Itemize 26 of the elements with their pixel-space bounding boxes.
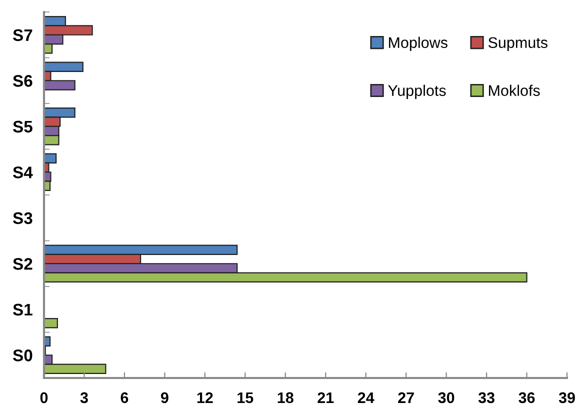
x-tick-label: 18 xyxy=(278,392,294,404)
x-tick-label: 0 xyxy=(40,392,48,404)
legend-label: Moplows xyxy=(388,36,448,52)
x-tick-label: 15 xyxy=(238,392,254,404)
x-tick-label: 36 xyxy=(518,392,535,404)
x-tick-label: 12 xyxy=(197,392,213,403)
y-tick-label: S0 xyxy=(12,350,32,362)
x-tick-label: 21 xyxy=(318,392,334,403)
x-tick-label: 39 xyxy=(558,392,575,404)
y-tick-label: S4 xyxy=(12,166,33,178)
x-tick-label: 6 xyxy=(120,392,128,404)
legend-label: Yupplots xyxy=(388,84,446,99)
legend-label: Moklofs xyxy=(488,84,540,96)
y-tick-label: S2 xyxy=(12,258,32,270)
x-tick-label: 9 xyxy=(160,392,168,404)
y-tick-label: S1 xyxy=(12,304,32,316)
y-tick-label: S3 xyxy=(12,212,32,224)
y-tick-label: S6 xyxy=(12,75,32,87)
x-tick-label: 33 xyxy=(478,392,494,404)
y-tick-label: S7 xyxy=(12,29,32,42)
x-tick-label: 27 xyxy=(398,392,414,403)
legend-label: Supmuts xyxy=(488,37,548,52)
y-tick-label: S5 xyxy=(12,120,32,133)
x-tick-label: 24 xyxy=(358,392,374,403)
x-tick-label: 3 xyxy=(80,392,88,404)
x-tick-label: 30 xyxy=(438,392,454,404)
